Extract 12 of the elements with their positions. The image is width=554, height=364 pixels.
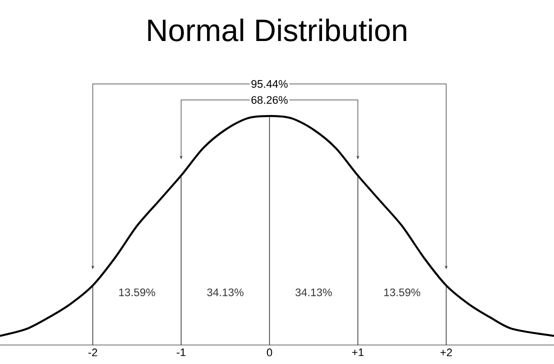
annotation: 13.59% [384, 288, 420, 296]
x-tick-label: 0 [266, 348, 272, 356]
annotation: 34.13% [207, 288, 244, 296]
x-tick-label: -1 [176, 348, 186, 356]
annotation: 34.13% [296, 288, 332, 296]
annotation: 13.59% [119, 288, 156, 296]
x-tick-label: +2 [440, 348, 452, 356]
text: 95.44% [251, 80, 288, 88]
x-tick-label: +1 [352, 348, 364, 356]
x-tick-label: -2 [88, 348, 98, 356]
text: 68.26% [251, 96, 288, 104]
chart-title: Normal Distribution [148, 18, 406, 42]
